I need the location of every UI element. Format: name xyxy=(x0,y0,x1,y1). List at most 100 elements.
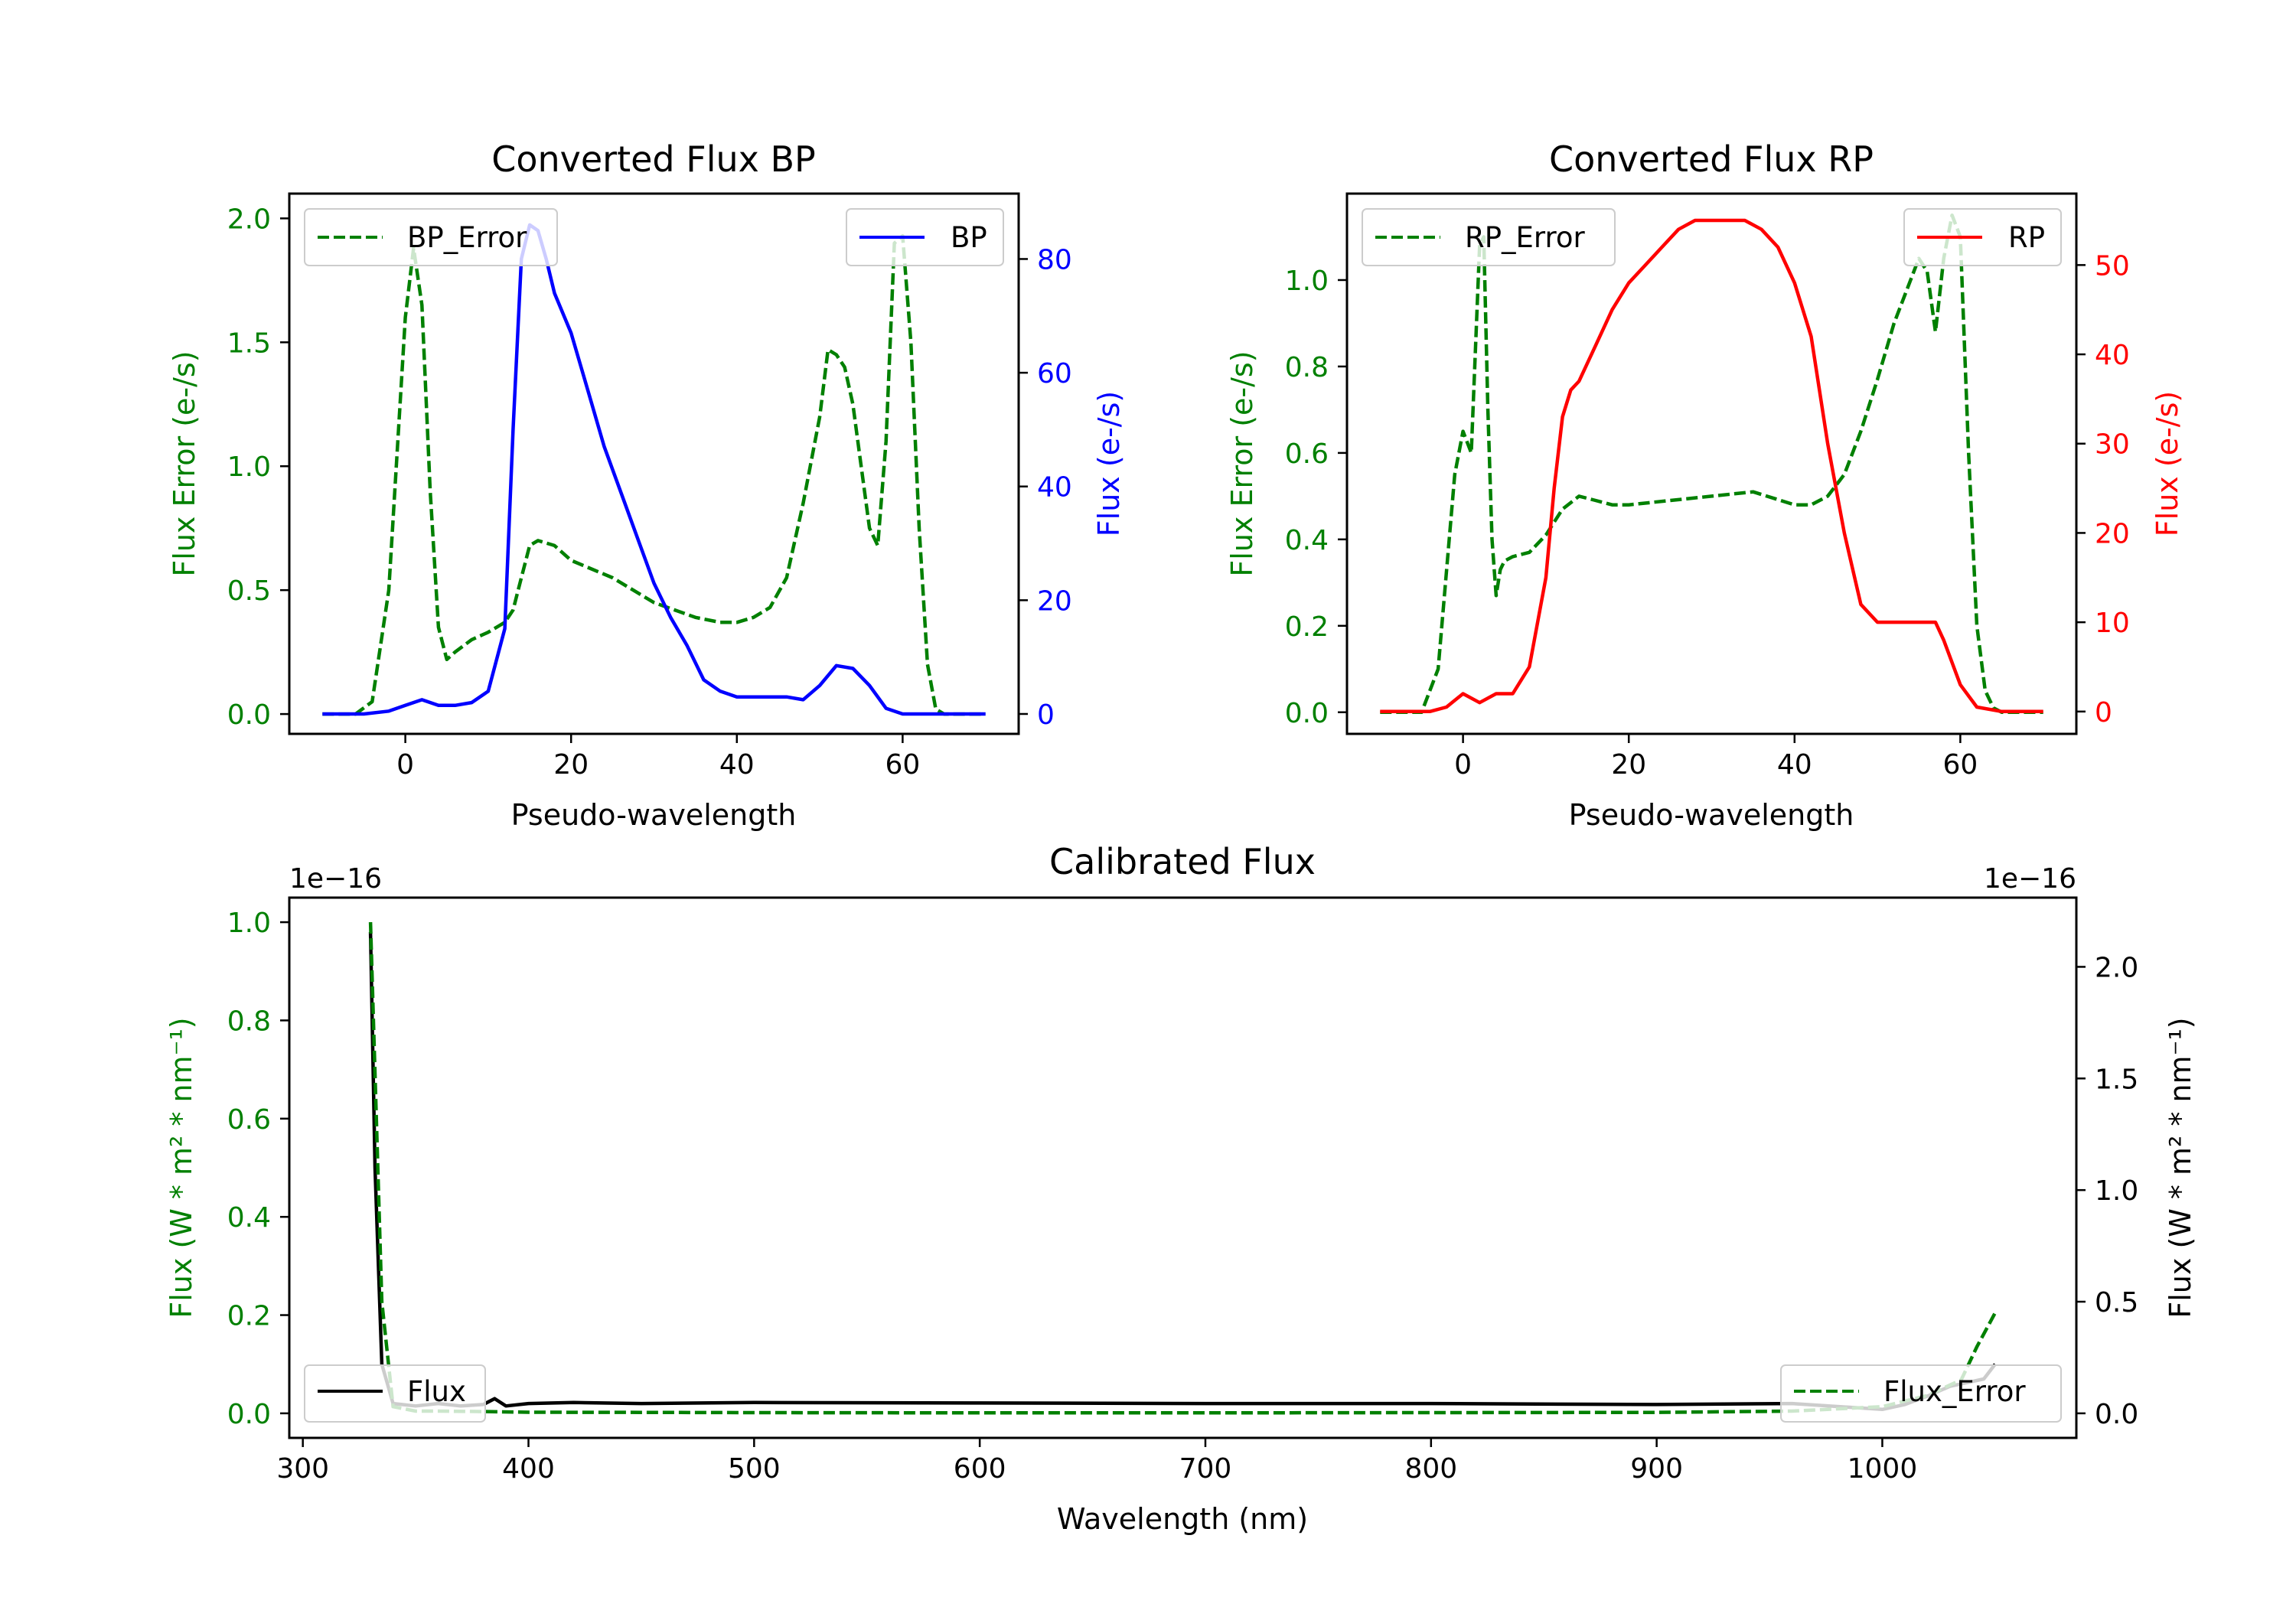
legend-box xyxy=(1780,1364,2062,1423)
right-y-tick-label: 0.0 xyxy=(2095,1399,2138,1430)
left-y-tick-label: 0.5 xyxy=(227,575,271,607)
axes-frame xyxy=(288,896,2078,1439)
x-tick-label: 40 xyxy=(1777,749,1812,781)
left-y-tick-label: 0.2 xyxy=(227,1301,271,1332)
left-offset-text: 1e−16 xyxy=(289,863,382,895)
legend-box xyxy=(1362,208,1616,266)
left-y-axis-label: Flux Error (e-/s) xyxy=(1225,350,1259,576)
right-y-axis-label: Flux (e-/s) xyxy=(1092,391,1126,536)
left-y-tick-label: 2.0 xyxy=(227,204,271,235)
series-line-bp xyxy=(322,223,986,716)
x-axis-label: Pseudo-wavelength xyxy=(1569,798,1854,832)
right-y-tick-label: 20 xyxy=(2095,518,2130,549)
x-tick-label: 300 xyxy=(276,1453,329,1485)
left-y-tick-label: 0.2 xyxy=(1285,611,1329,643)
series-layer xyxy=(368,922,1997,1415)
legend-label: BP_Error xyxy=(407,221,527,254)
legend-left: RP_Error xyxy=(1362,208,1616,266)
series-layer xyxy=(1380,213,2043,715)
right-offset-text: 1e−16 xyxy=(1984,863,2076,895)
right-y-tick-label: 30 xyxy=(2095,429,2130,461)
left-y-tick-label: 0.4 xyxy=(227,1202,271,1234)
bp-chart-panel: Converted Flux BP 0 20 40 60 0.0 0.5 1.0 1.5 2.… xyxy=(168,139,1126,832)
legend-box xyxy=(304,1364,486,1423)
legend-box xyxy=(846,208,1004,266)
legend-label: Flux_Error xyxy=(1883,1375,2026,1408)
left-y-axis-label: Flux (W * m² * nm⁻¹) xyxy=(165,1017,198,1318)
left-y-axis-ticks: 0.0 0.2 0.4 0.6 0.8 1.0 xyxy=(1285,266,1347,729)
x-tick-label: 0 xyxy=(396,749,414,781)
legend-right: Flux_Error xyxy=(1780,1364,2062,1423)
right-y-axis-label: Flux (e-/s) xyxy=(2151,391,2184,536)
right-y-axis-ticks: 0 10 20 30 40 50 xyxy=(2076,250,2130,729)
right-y-tick-label: 80 xyxy=(1037,244,1072,275)
right-y-tick-label: 0.5 xyxy=(2095,1287,2138,1319)
x-tick-label: 800 xyxy=(1404,1453,1457,1485)
x-axis-ticks: 300 400 500 600 700 800 900 1000 xyxy=(276,1438,1917,1485)
left-y-tick-label: 0.6 xyxy=(227,1104,271,1136)
legend-box xyxy=(304,208,558,266)
axes-frame xyxy=(1345,192,2078,735)
x-tick-label: 700 xyxy=(1179,1453,1232,1485)
x-tick-label: 20 xyxy=(1611,749,1646,781)
left-y-axis-ticks: 0.0 0.2 0.4 0.6 0.8 1.0 xyxy=(227,908,289,1430)
left-y-tick-label: 0.4 xyxy=(1285,525,1329,556)
left-y-axis-ticks: 0.0 0.5 1.0 1.5 2.0 xyxy=(227,204,289,731)
legend-label: Flux xyxy=(407,1375,466,1408)
left-y-tick-label: 0.8 xyxy=(1285,352,1329,383)
legend-left: Flux xyxy=(304,1364,486,1423)
legend-label: RP_Error xyxy=(1465,221,1585,254)
series-layer xyxy=(322,223,986,716)
right-y-tick-label: 1.0 xyxy=(2095,1175,2138,1207)
x-axis-label: Wavelength (nm) xyxy=(1057,1502,1308,1536)
right-y-tick-label: 40 xyxy=(1037,472,1072,504)
legend-right: RP xyxy=(1903,208,2062,266)
right-y-tick-label: 60 xyxy=(1037,358,1072,390)
right-y-tick-label: 10 xyxy=(2095,608,2130,639)
left-y-tick-label: 0.8 xyxy=(227,1006,271,1037)
calibrated-chart-panel: Calibrated Flux 1e−16 1e−16 300 400 500 600… xyxy=(165,841,2197,1536)
left-y-tick-label: 0.6 xyxy=(1285,438,1329,470)
legend-label: RP xyxy=(2008,221,2045,254)
axes-frame xyxy=(288,192,1020,735)
series-line-flux xyxy=(368,931,1997,1412)
right-y-tick-label: 50 xyxy=(2095,250,2130,282)
x-tick-label: 1000 xyxy=(1848,1453,1918,1485)
left-y-tick-label: 1.0 xyxy=(227,451,271,483)
right-y-tick-label: 40 xyxy=(2095,340,2130,371)
legend-right: BP xyxy=(846,208,1004,266)
x-axis-ticks: 0 20 40 60 xyxy=(1454,734,1978,781)
x-tick-label: 400 xyxy=(502,1453,555,1485)
right-y-tick-label: 1.5 xyxy=(2095,1064,2138,1095)
right-y-tick-label: 0 xyxy=(1037,699,1055,731)
right-y-axis-ticks: 0 20 40 60 80 xyxy=(1019,244,1072,731)
right-y-tick-label: 20 xyxy=(1037,585,1072,617)
left-y-tick-label: 1.0 xyxy=(1285,266,1329,297)
x-tick-label: 900 xyxy=(1630,1453,1683,1485)
right-y-tick-label: 2.0 xyxy=(2095,952,2138,983)
legend-label: BP xyxy=(951,221,987,254)
series-line-rp xyxy=(1380,218,2043,714)
right-y-axis-ticks: 0.0 0.5 1.0 1.5 2.0 xyxy=(2076,952,2138,1430)
x-axis-label: Pseudo-wavelength xyxy=(511,798,797,832)
left-y-tick-label: 0.0 xyxy=(227,1399,271,1430)
left-y-axis-label: Flux Error (e-/s) xyxy=(168,350,201,576)
left-y-tick-label: 0.0 xyxy=(1285,698,1329,729)
series-line-bp-error xyxy=(322,233,986,716)
x-tick-label: 0 xyxy=(1454,749,1472,781)
chart-title: Calibrated Flux xyxy=(1049,841,1316,882)
legend-left: BP_Error xyxy=(304,208,558,266)
left-y-tick-label: 1.5 xyxy=(227,328,271,359)
chart-title: Converted Flux RP xyxy=(1549,139,1874,180)
right-y-tick-label: 0 xyxy=(2095,697,2112,729)
right-y-axis-label: Flux (W * m² * nm⁻¹) xyxy=(2164,1017,2197,1318)
x-tick-label: 500 xyxy=(728,1453,781,1485)
x-axis-ticks: 0 20 40 60 xyxy=(396,734,920,781)
x-tick-label: 20 xyxy=(553,749,589,781)
x-tick-label: 60 xyxy=(1942,749,1978,781)
rp-chart-panel: Converted Flux RP 0 20 40 60 0.00.20.40.60.… xyxy=(1225,139,2184,832)
x-tick-label: 40 xyxy=(719,749,755,781)
x-tick-label: 60 xyxy=(885,749,920,781)
series-line-flux-error xyxy=(368,922,1997,1415)
